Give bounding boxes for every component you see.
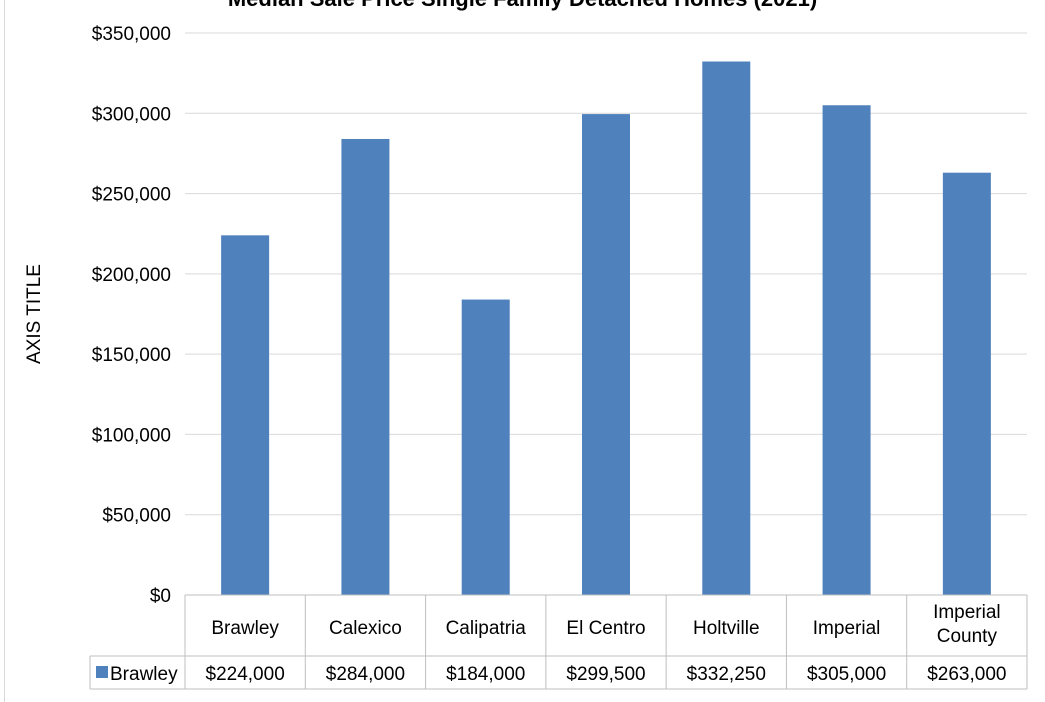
category-label: Calexico bbox=[329, 618, 402, 639]
data-table-value: $284,000 bbox=[326, 664, 405, 685]
data-table-value: $224,000 bbox=[206, 664, 285, 685]
data-table-value: $332,250 bbox=[687, 664, 766, 685]
y-axis-title: AXIS TITLE bbox=[24, 264, 45, 364]
category-label: Calipatria bbox=[446, 618, 527, 639]
chart-title: Median Sale Price Single Family Detached… bbox=[0, 0, 1045, 12]
bar bbox=[341, 138, 390, 595]
y-tick-label: $0 bbox=[150, 586, 171, 607]
category-label: El Centro bbox=[566, 618, 645, 639]
category-label: Holtville bbox=[693, 618, 760, 639]
y-tick-label: $300,000 bbox=[92, 104, 171, 125]
legend-swatch bbox=[96, 666, 108, 678]
data-table-value: $184,000 bbox=[446, 664, 525, 685]
page-border bbox=[4, 0, 5, 702]
y-tick-label: $50,000 bbox=[102, 506, 171, 527]
y-tick-label: $350,000 bbox=[92, 24, 171, 45]
legend-label: Brawley bbox=[110, 664, 178, 685]
category-label: Brawley bbox=[211, 618, 279, 639]
y-tick-label: $250,000 bbox=[92, 185, 171, 206]
y-tick-label: $200,000 bbox=[92, 265, 171, 286]
data-table-value: $299,500 bbox=[566, 664, 645, 685]
data-table-value: $263,000 bbox=[927, 664, 1006, 685]
bar bbox=[461, 299, 510, 595]
category-label: Imperial bbox=[933, 602, 1001, 623]
category-label: Imperial bbox=[813, 618, 881, 639]
data-table-value: $305,000 bbox=[807, 664, 886, 685]
bar bbox=[702, 61, 751, 596]
bar bbox=[822, 105, 871, 595]
y-tick-label: $100,000 bbox=[92, 425, 171, 446]
bar bbox=[582, 114, 630, 596]
bar bbox=[221, 235, 270, 595]
category-label: County bbox=[937, 626, 998, 647]
bar bbox=[942, 172, 991, 595]
y-tick-label: $150,000 bbox=[92, 345, 171, 366]
